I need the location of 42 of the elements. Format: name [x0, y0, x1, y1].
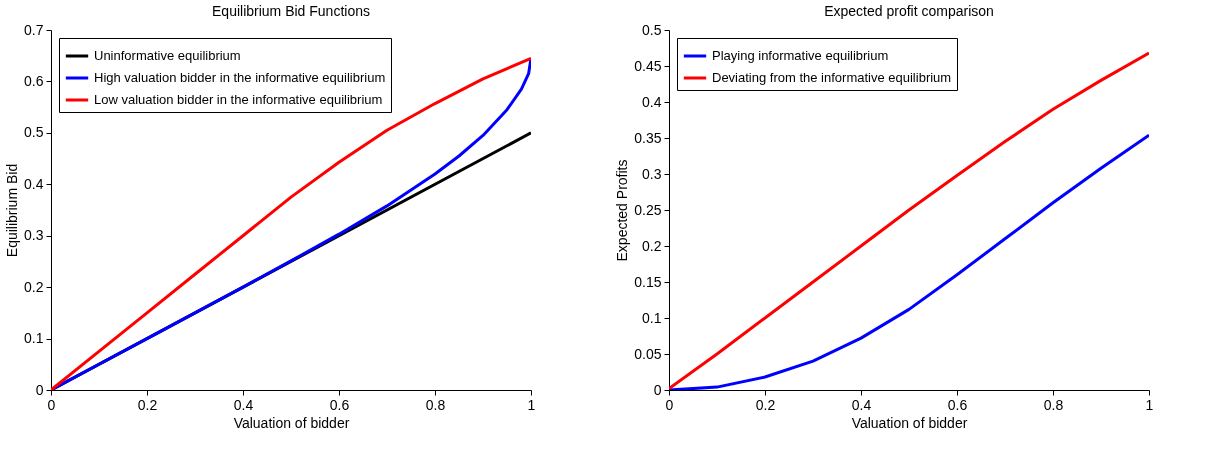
x-tick-label: 1	[527, 396, 536, 413]
x-tick-label: 0.6	[329, 396, 350, 413]
x-tick-label: 0.6	[947, 396, 968, 413]
y-tick-label: 0.05	[634, 345, 662, 362]
y-tick-label: 0.2	[24, 278, 44, 295]
y-tick-label: 0.4	[24, 175, 44, 192]
legend-label: Uninformative equilibrium	[94, 48, 241, 63]
y-tick-label: 0.1	[642, 309, 662, 326]
y-tick-label: 0.6	[24, 72, 44, 89]
legend-label: High valuation bidder in the informative equilibrium	[94, 70, 386, 85]
y-tick-label: 0.3	[24, 227, 44, 244]
y-tick-label: 0.5	[642, 21, 662, 38]
x-axis-title: Valuation of bidder	[851, 414, 968, 431]
chart-title: Expected profit comparison	[824, 3, 994, 19]
y-tick-label: 0.25	[634, 201, 662, 218]
y-tick-label: 0.5	[24, 124, 44, 141]
x-tick-label: 0.8	[1043, 396, 1064, 413]
y-tick-label: 0.35	[634, 129, 662, 146]
x-tick-label: 0.4	[233, 396, 254, 413]
y-tick-label: 0.3	[642, 165, 662, 182]
x-tick-label: 0.2	[755, 396, 776, 413]
y-tick-label: 0.2	[642, 237, 662, 254]
y-tick-label: 0.1	[24, 330, 44, 347]
y-tick-label: 0	[653, 381, 662, 398]
x-tick-label: 0.2	[137, 396, 158, 413]
chart-title: Equilibrium Bid Functions	[212, 3, 370, 19]
x-tick-label: 1	[1145, 396, 1154, 413]
x-tick-label: 0	[47, 396, 56, 413]
y-tick-label: 0.4	[642, 93, 662, 110]
y-axis-title: Expected Profits	[614, 159, 631, 262]
y-tick-label: 0	[35, 381, 44, 398]
x-tick-label: 0.8	[425, 396, 446, 413]
legend-label: Deviating from the informative equilibrium	[712, 70, 952, 85]
x-tick-label: 0	[665, 396, 674, 413]
legend-label: Playing informative equilibrium	[712, 48, 889, 63]
x-axis-title: Valuation of bidder	[233, 414, 350, 431]
x-tick-label: 0.4	[851, 396, 872, 413]
y-tick-label: 0.15	[634, 273, 662, 290]
y-tick-label: 0.7	[24, 21, 44, 38]
legend-label: Low valuation bidder in the informative equilibrium	[94, 92, 383, 107]
y-tick-label: 0.45	[634, 57, 662, 74]
y-axis-title: Equilibrium Bid	[4, 163, 21, 258]
